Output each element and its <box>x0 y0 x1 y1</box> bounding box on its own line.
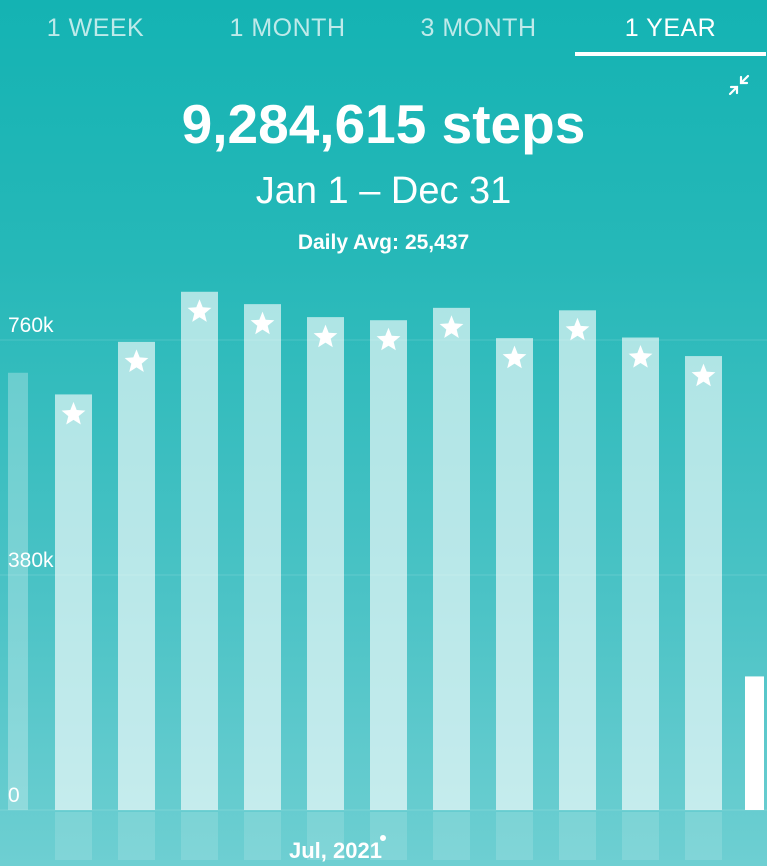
bar-reflection <box>370 812 407 860</box>
x-tick-marker <box>380 835 386 841</box>
star-icon <box>187 299 212 322</box>
tab-1-week[interactable]: 1 WEEK <box>46 13 145 42</box>
bar-reflection <box>433 812 470 860</box>
y-tick-label: 760k <box>8 314 54 337</box>
bar[interactable] <box>370 320 407 810</box>
previous-period-bar[interactable] <box>8 372 28 810</box>
steps-bar-chart[interactable]: 0 380k 760k Jul, 2021 <box>0 280 767 866</box>
bar[interactable] <box>244 304 281 810</box>
daily-average: Daily Avg: 25,437 <box>0 231 767 255</box>
star-icon <box>376 327 401 351</box>
bar-reflection <box>307 812 344 860</box>
bar-reflection <box>496 812 533 860</box>
star-icon <box>628 345 653 368</box>
current-period-bar[interactable] <box>745 676 764 810</box>
star-icon <box>250 311 275 335</box>
date-range: Jan 1 – Dec 31 <box>255 170 512 212</box>
bar[interactable] <box>55 394 92 810</box>
star-icon <box>691 363 716 387</box>
total-steps-value: 9,284,615 <box>181 93 427 155</box>
bar[interactable] <box>433 307 470 810</box>
star-icon <box>502 345 527 369</box>
tab-1-year[interactable]: 1 YEAR <box>575 0 766 56</box>
star-icon <box>61 401 86 425</box>
bar[interactable] <box>307 317 344 810</box>
x-tick-label: Jul, 2021 <box>289 838 382 863</box>
bar-reflection <box>118 812 155 860</box>
bar[interactable] <box>685 356 722 810</box>
bar[interactable] <box>496 338 533 810</box>
bar-reflection <box>244 812 281 860</box>
star-icon <box>439 315 464 338</box>
bar-reflection <box>181 812 218 860</box>
total-steps: 9,284,615 steps <box>0 92 767 156</box>
star-icon <box>124 349 149 372</box>
star-icon <box>313 324 338 348</box>
tab-1-month[interactable]: 1 MONTH <box>229 13 346 42</box>
total-steps-unit: steps <box>441 93 586 155</box>
star-icon <box>565 317 590 341</box>
bar[interactable] <box>118 341 155 810</box>
bar[interactable] <box>181 291 218 810</box>
collapse-arrows-icon[interactable] <box>724 70 754 100</box>
bar[interactable] <box>622 337 659 810</box>
bar[interactable] <box>559 310 596 810</box>
bar-reflection <box>685 812 722 860</box>
y-tick-label: 0 <box>8 784 20 807</box>
bar-reflection <box>55 812 92 860</box>
daily-average-value: 25,437 <box>404 231 470 254</box>
daily-average-label: Daily Avg: <box>297 231 399 254</box>
bar-reflection <box>622 812 659 860</box>
tab-3-month[interactable]: 3 MONTH <box>420 13 537 42</box>
y-tick-label: 380k <box>8 549 54 572</box>
bar-reflection <box>559 812 596 860</box>
period-tabs: 1 WEEK 1 MONTH 3 MONTH 1 YEAR <box>0 0 767 56</box>
